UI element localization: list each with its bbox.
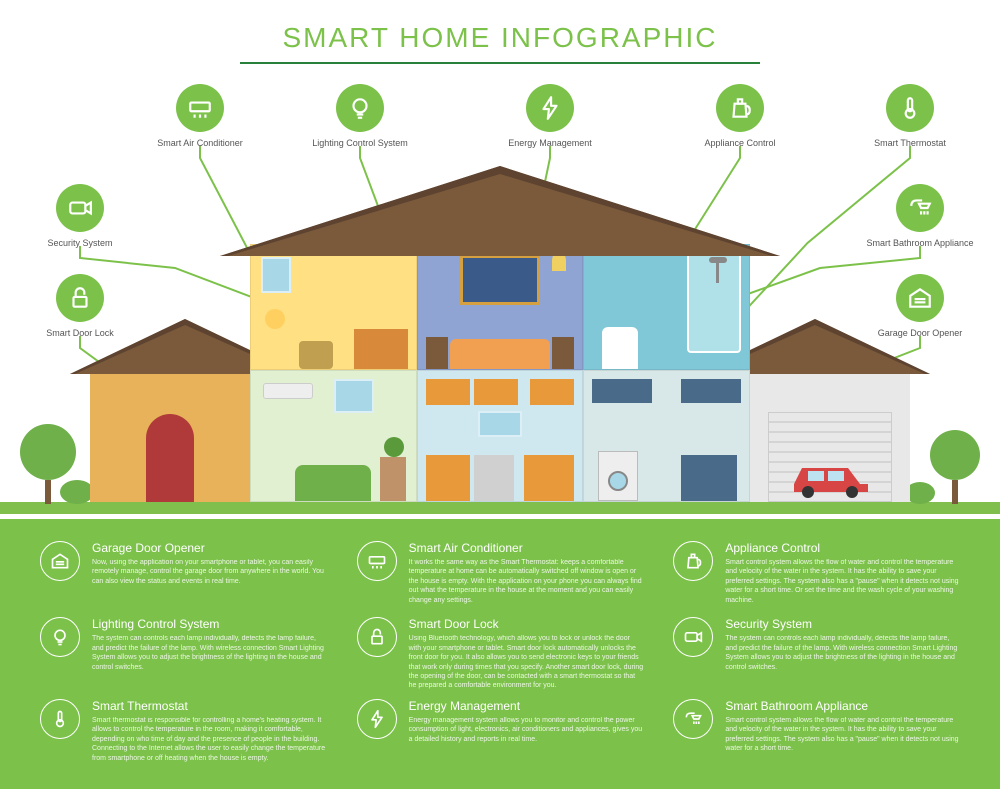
car [786,454,874,498]
footer-item: Smart Door Lock Using Bluetooth technolo… [357,617,644,691]
lock-icon [357,617,397,657]
feature-label: Energy Management [490,138,610,148]
thermo-icon [886,84,934,132]
room-bedroom [417,244,584,370]
feature-label: Smart Thermostat [850,138,970,148]
footer-item-desc: It works the same way as the Smart Therm… [409,558,644,605]
page-title: SMART HOME INFOGRAPHIC [0,0,1000,54]
footer-item: Lighting Control System The system can c… [40,617,327,691]
thermo-icon [40,699,80,739]
grass [0,502,1000,514]
bush [60,480,94,504]
feature-energy: Energy Management [490,84,610,148]
footer-item-title: Smart Door Lock [409,617,644,631]
footer-item: Smart Thermostat Smart thermostat is res… [40,699,327,767]
ac-icon [176,84,224,132]
feature-label: Appliance Control [680,138,800,148]
footer-item-title: Smart Bathroom Appliance [725,699,960,713]
right-wing-garage [750,370,910,502]
footer-item-title: Garage Door Opener [92,541,327,555]
footer-item-desc: The system can controls each lamp indivi… [92,634,327,672]
feature-thermo: Smart Thermostat [850,84,970,148]
feature-air: Smart Air Conditioner [140,84,260,148]
front-door [146,414,194,502]
house-illustration [90,174,910,514]
footer-item-desc: Using Bluetooth technology, which allows… [409,634,644,691]
room-living [250,370,417,502]
tree-right [930,430,980,504]
title-underline [240,62,760,64]
feature-appl: Appliance Control [680,84,800,148]
footer-item-desc: Smart control system allows the flow of … [725,558,960,605]
footer-item: Garage Door Opener Now, using the applic… [40,541,327,609]
ac-icon [357,541,397,581]
footer-item-title: Energy Management [409,699,644,713]
bulb-icon [336,84,384,132]
room-laundry [583,370,750,502]
bulb-icon [40,617,80,657]
footer-item-desc: Now, using the application on your smart… [92,558,327,586]
house-diagram: Smart Air Conditioner Lighting Control S… [0,74,1000,514]
roof-main [220,166,780,256]
room-office [250,244,417,370]
footer-item-title: Lighting Control System [92,617,327,631]
footer-panel: Garage Door Opener Now, using the applic… [0,519,1000,789]
feature-light: Lighting Control System [300,84,420,148]
room-kitchen [417,370,584,502]
footer-item-desc: Smart control system allows the flow of … [725,716,960,754]
footer-item: Energy Management Energy management syst… [357,699,644,767]
footer-item: Smart Air Conditioner It works the same … [357,541,644,609]
camera-icon [673,617,713,657]
left-wing [90,370,250,502]
footer-item: Appliance Control Smart control system a… [673,541,960,609]
garage-icon [40,541,80,581]
shower-icon [673,699,713,739]
room-bathroom [583,244,750,370]
footer-item-desc: The system can controls each lamp indivi… [725,634,960,672]
footer-item-desc: Smart thermostat is responsible for cont… [92,716,327,763]
bolt-icon [526,84,574,132]
footer-item-title: Smart Thermostat [92,699,327,713]
bolt-icon [357,699,397,739]
feature-label: Smart Air Conditioner [140,138,260,148]
footer-item-title: Appliance Control [725,541,960,555]
footer-item: Smart Bathroom Appliance Smart control s… [673,699,960,767]
kettle-icon [716,84,764,132]
footer-item-title: Smart Air Conditioner [409,541,644,555]
main-building [250,244,750,502]
feature-label: Lighting Control System [300,138,420,148]
footer-item: Security System The system can controls … [673,617,960,691]
kettle-icon [673,541,713,581]
footer-item-desc: Energy management system allows you to m… [409,716,644,744]
footer-item-title: Security System [725,617,960,631]
